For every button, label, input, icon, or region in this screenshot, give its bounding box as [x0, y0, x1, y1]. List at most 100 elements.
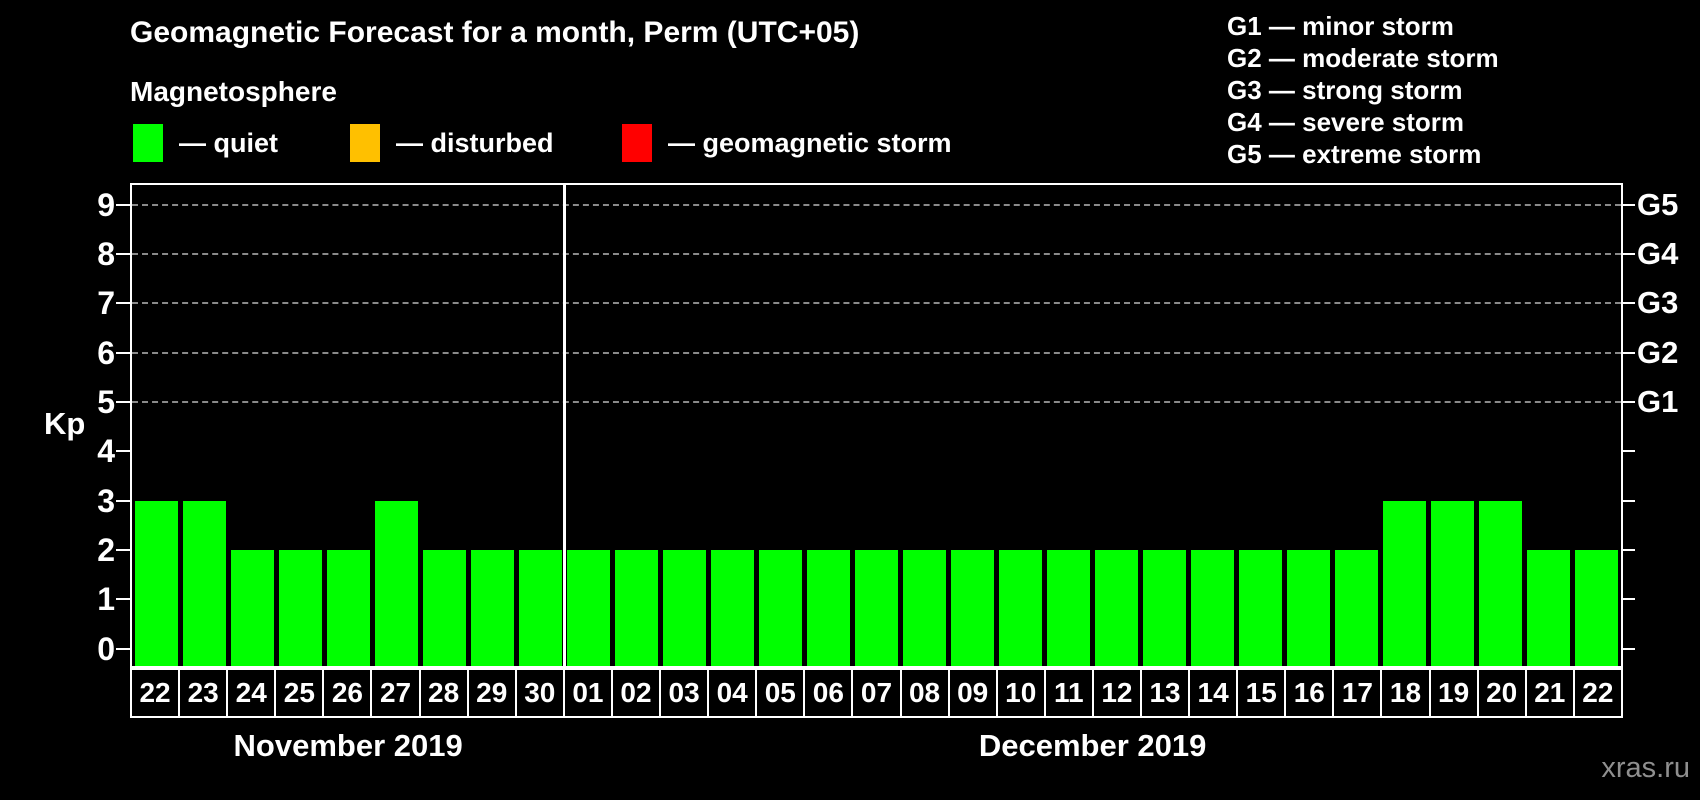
y-tick-label: 1 — [97, 581, 115, 618]
g-level-label-g2: G2 — [1637, 334, 1679, 370]
y-axis-tick — [116, 351, 130, 354]
gridline-kp-6 — [132, 351, 1621, 354]
date-cell: 29 — [468, 670, 517, 716]
kp-bar — [903, 550, 947, 666]
kp-bar — [422, 550, 466, 666]
date-cell: 08 — [901, 670, 950, 716]
disturbed-color-swatch — [350, 124, 380, 162]
g-legend-line: G4 — severe storm — [1227, 107, 1465, 137]
kp-bar — [999, 550, 1043, 666]
date-cell: 16 — [1286, 670, 1335, 716]
y-tick-label: 6 — [97, 334, 115, 371]
kp-bar — [1575, 550, 1619, 666]
date-cell: 11 — [1045, 670, 1094, 716]
date-cell: 26 — [324, 670, 373, 716]
kp-bar — [518, 550, 562, 666]
kp-bar — [1527, 550, 1571, 666]
date-cell: 28 — [420, 670, 469, 716]
kp-bar — [1383, 500, 1427, 666]
date-cell: 22 — [132, 670, 181, 716]
date-cell: 06 — [805, 670, 854, 716]
gridline-kp-7 — [132, 302, 1621, 305]
kp-bar — [614, 550, 658, 666]
right-axis-tick — [1621, 253, 1635, 256]
kp-bar — [1479, 500, 1523, 666]
date-cell: 19 — [1430, 670, 1479, 716]
y-tick-label: 2 — [97, 532, 115, 569]
date-cell: 14 — [1190, 670, 1239, 716]
date-cell: 04 — [709, 670, 758, 716]
kp-bar — [951, 550, 995, 666]
right-axis-tick — [1621, 302, 1635, 305]
date-cell: 02 — [612, 670, 662, 716]
g-level-label-g3: G3 — [1637, 285, 1679, 321]
legend-item-disturbed: — disturbed — [350, 124, 554, 162]
month-label-november: November 2019 — [233, 728, 463, 763]
kp-bar — [758, 550, 802, 666]
y-axis-tick — [116, 302, 130, 305]
date-cell: 13 — [1141, 670, 1191, 716]
g-level-label-g5: G5 — [1637, 186, 1679, 222]
y-tick-label: 7 — [97, 285, 115, 322]
kp-bar — [1239, 550, 1283, 666]
kp-bar — [1335, 550, 1379, 666]
kp-bar — [278, 550, 322, 666]
date-cell: 01 — [564, 670, 613, 716]
y-axis-tick — [116, 401, 130, 404]
y-axis-title: Kp — [44, 406, 86, 441]
g-legend-line: G1 — minor storm — [1227, 11, 1454, 41]
date-cell: 25 — [276, 670, 325, 716]
date-cell: 03 — [661, 670, 710, 716]
right-axis-tick — [1621, 549, 1635, 552]
date-cell: 30 — [516, 670, 565, 716]
month-separator-line — [562, 185, 566, 666]
y-axis-tick — [116, 598, 130, 601]
y-axis-tick — [116, 499, 130, 502]
kp-bar — [1143, 550, 1187, 666]
y-tick-label: 9 — [97, 186, 115, 223]
kp-bar — [1287, 550, 1331, 666]
date-cell: 18 — [1382, 670, 1431, 716]
date-cell: 09 — [949, 670, 998, 716]
watermark: xras.ru — [1601, 752, 1690, 784]
y-tick-label: 4 — [97, 433, 115, 470]
kp-bar — [182, 500, 226, 666]
right-axis-tick — [1621, 401, 1635, 404]
y-axis-tick — [116, 647, 130, 650]
y-tick-label: 8 — [97, 236, 115, 273]
date-cell: 27 — [372, 670, 421, 716]
right-axis-tick — [1621, 450, 1635, 453]
legend-item-geomagnetic-storm: — geomagnetic storm — [622, 124, 952, 162]
storm-color-swatch — [622, 124, 652, 162]
g-level-label-g1: G1 — [1637, 384, 1679, 420]
kp-bar — [326, 550, 370, 666]
legend-label: — quiet — [179, 127, 278, 158]
y-tick-label: 5 — [97, 384, 115, 421]
right-axis-tick — [1621, 203, 1635, 206]
kp-bar — [1191, 550, 1235, 666]
gridline-kp-8 — [132, 253, 1621, 256]
kp-bar — [1047, 550, 1091, 666]
y-tick-label: 3 — [97, 482, 115, 519]
kp-bar — [1431, 500, 1475, 666]
gridline-kp-9 — [132, 203, 1621, 206]
quiet-color-swatch — [133, 124, 163, 162]
right-axis-tick — [1621, 499, 1635, 502]
plot-area: 0 1 2 3 4 5 6 7 8 9 G1 G2 G3 G4 G5 — [97, 183, 1678, 668]
kp-bar — [854, 550, 898, 666]
g-legend-line: G3 — strong storm — [1227, 75, 1463, 105]
date-cell: 12 — [1093, 670, 1142, 716]
date-cell: 07 — [853, 670, 902, 716]
kp-bar — [230, 550, 274, 666]
page-title: Geomagnetic Forecast for a month, Perm (… — [130, 16, 860, 49]
month-label-december: December 2019 — [978, 728, 1207, 763]
kp-bar — [374, 500, 418, 666]
magnetosphere-label: Magnetosphere — [130, 76, 337, 107]
date-cell: 15 — [1238, 670, 1287, 716]
date-cell: 20 — [1478, 670, 1527, 716]
right-axis-tick — [1621, 647, 1635, 650]
date-cell: 10 — [997, 670, 1046, 716]
y-axis-tick — [116, 253, 130, 256]
date-cell: 22 — [1574, 670, 1621, 716]
g-level-label-g4: G4 — [1637, 236, 1679, 272]
